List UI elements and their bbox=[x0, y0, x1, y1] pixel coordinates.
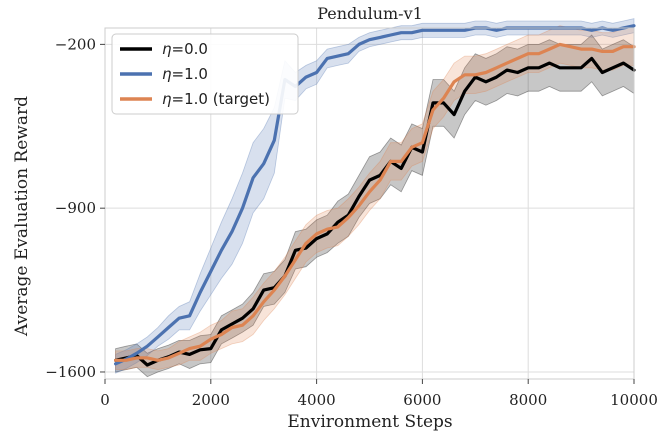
legend-label: η=1.0 bbox=[162, 65, 208, 83]
series-line bbox=[113, 42, 636, 362]
x-tick-label: 4000 bbox=[298, 391, 336, 409]
x-tick-label: 2000 bbox=[192, 391, 230, 409]
legend-label: η=1.0 (target) bbox=[162, 90, 270, 108]
legend-label: η=0.0 bbox=[162, 40, 208, 58]
x-tick-label: 10000 bbox=[610, 391, 658, 409]
y-axis-ticks: −1600 −900 −200 bbox=[45, 35, 105, 381]
legend-value: =1.0 bbox=[172, 65, 208, 83]
legend-symbol: η bbox=[162, 65, 172, 83]
series-line bbox=[113, 56, 636, 367]
y-tick-label: −200 bbox=[55, 35, 96, 53]
x-tick-label: 6000 bbox=[403, 391, 441, 409]
legend-value: =1.0 (target) bbox=[172, 90, 271, 108]
legend: η=0.0η=1.0η=1.0 (target) bbox=[111, 33, 299, 115]
legend-value: =0.0 bbox=[172, 40, 208, 58]
plot-frame bbox=[104, 27, 635, 380]
y-tick-label: −1600 bbox=[45, 363, 96, 381]
legend-symbol: η bbox=[162, 90, 172, 108]
x-tick-label: 8000 bbox=[509, 391, 547, 409]
chart-title: Pendulum-v1 bbox=[317, 4, 423, 23]
legend-box bbox=[111, 33, 299, 115]
y-tick-label: −900 bbox=[55, 199, 96, 217]
x-tick-label: 0 bbox=[100, 391, 110, 409]
x-axis-ticks: 0 2000 4000 6000 8000 10000 bbox=[100, 379, 658, 409]
x-axis-label: Environment Steps bbox=[287, 412, 452, 432]
y-axis-label: Average Evaluation Reward bbox=[12, 96, 32, 337]
legend-symbol: η bbox=[162, 40, 172, 58]
